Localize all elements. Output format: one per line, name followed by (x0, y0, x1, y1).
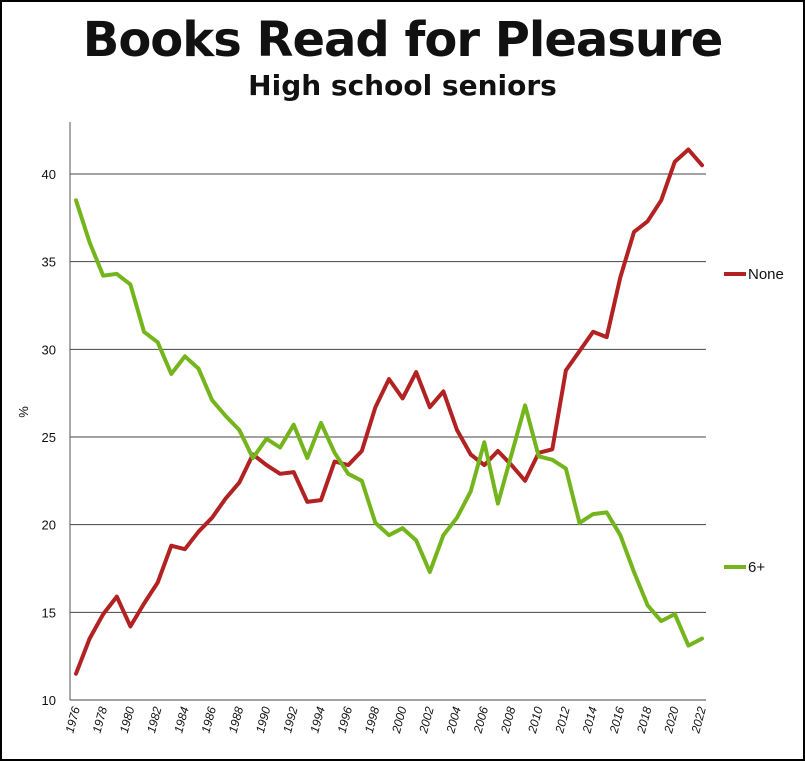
x-tick-label: 1988 (226, 705, 247, 735)
legend-label: 6+ (748, 559, 765, 576)
x-tick-label: 1982 (144, 705, 165, 735)
x-tick-label: 2008 (498, 705, 519, 736)
series-line-none (74, 147, 704, 676)
y-tick-label: 35 (42, 255, 56, 270)
x-tick-label: 1990 (253, 705, 274, 735)
x-tick-label: 1984 (171, 705, 192, 735)
x-tick-label: 1980 (117, 705, 138, 735)
chart-title: Books Read for Pleasure (82, 12, 724, 68)
grid-lines (70, 173, 706, 701)
x-tick-label: 2000 (389, 705, 410, 736)
series-line-six-plus (74, 198, 704, 648)
x-tick-label: 1978 (90, 705, 111, 735)
x-tick-label: 1976 (62, 705, 83, 735)
x-tick-label: 1998 (362, 705, 383, 735)
y-tick-label: 10 (42, 693, 56, 708)
x-tick-label: 2014 (579, 705, 600, 736)
x-tick-label: 2020 (661, 705, 682, 736)
legend-label: None (748, 266, 784, 283)
legend: None 6+ (724, 266, 784, 576)
y-tick-label: 30 (42, 342, 56, 357)
x-tick-label: 1996 (335, 705, 356, 735)
x-tick-label: 2022 (688, 705, 709, 736)
x-tick-label: 2012 (552, 705, 573, 736)
x-tick-label: 2006 (470, 705, 491, 736)
x-tick-label: 1992 (280, 705, 301, 735)
series-lines (74, 147, 704, 676)
x-tick-label: 1986 (199, 705, 220, 735)
x-tick-label: 1994 (307, 705, 328, 735)
x-tick-label: 2016 (607, 705, 628, 736)
x-axis-ticks: 1976 1978 1980 1982 1984 1986 1988 1990 1992 1994… (62, 705, 709, 736)
y-axis-ticks: 10 15 20 25 30 35 40 (42, 167, 56, 708)
y-axis-label: % (16, 406, 31, 418)
y-tick-label: 20 (42, 518, 56, 533)
x-tick-label: 2004 (443, 705, 464, 736)
x-tick-label: 2010 (525, 705, 546, 736)
y-tick-label: 40 (42, 167, 56, 182)
x-tick-label: 2018 (634, 705, 655, 736)
chart-subtitle: High school seniors (248, 69, 557, 102)
x-tick-label: 2002 (416, 705, 437, 736)
y-tick-label: 15 (42, 605, 56, 620)
y-tick-label: 25 (42, 430, 56, 445)
